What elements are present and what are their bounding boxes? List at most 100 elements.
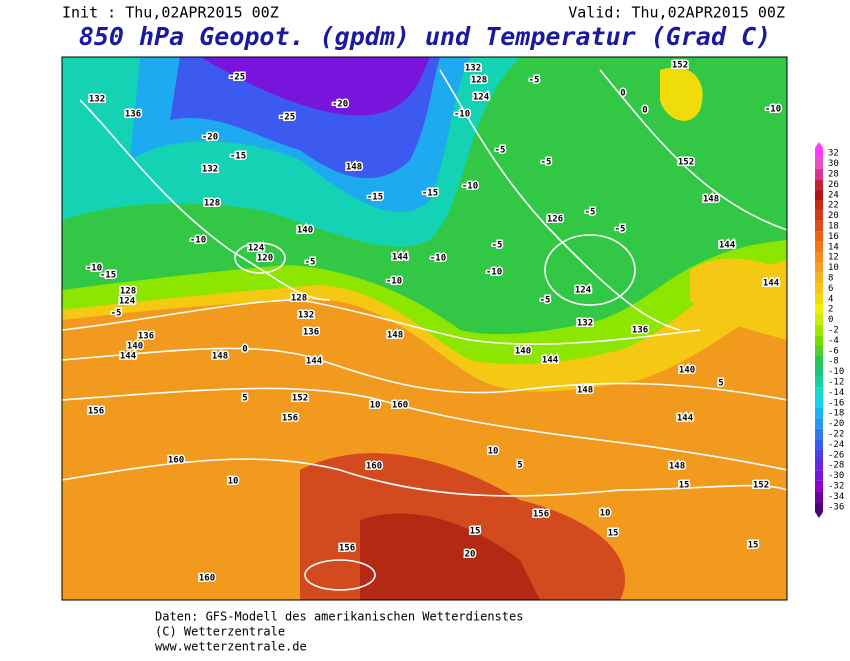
contour-label: 124 [575,286,592,296]
colorbar-label: 6 [828,284,833,294]
colorbar-label: -30 [828,471,844,481]
contour-label: 160 [392,401,408,411]
contour-label: 136 [125,110,141,120]
contour-label: -5 [585,208,596,218]
colorbar-swatch [815,397,823,408]
contour-label: -5 [540,296,551,306]
colorbar-top-arrow [815,142,823,148]
colorbar-swatch [815,460,823,471]
colorbar-swatch [815,335,823,346]
contour-label: 128 [291,294,307,304]
contour-label: 140 [127,342,143,352]
colorbar-swatch [815,345,823,356]
contour-label: 0 [242,345,247,355]
colorbar-label: -16 [828,398,844,408]
colorbar-label: 4 [828,294,833,304]
contour-label: 148 [212,352,228,362]
contour-label: -5 [492,241,503,251]
colorbar-swatch [815,220,823,232]
colorbar-swatch [815,480,823,492]
colorbar-swatch [815,283,823,294]
contour-label: 0 [620,89,625,99]
contour-label: 140 [297,226,313,236]
contour-label: 156 [88,407,104,417]
colorbar-swatch [815,148,823,159]
contour-label: 132 [577,319,593,329]
colorbar-label: -6 [828,346,839,356]
colorbar-swatch [815,210,823,221]
colorbar-label: -2 [828,326,839,336]
contour-label: 152 [672,61,688,71]
contour-label: 144 [306,357,323,367]
contour-label: 148 [669,462,685,472]
colorbar-swatch [815,356,823,367]
contour-label: 10 [370,401,381,411]
map-area [62,57,787,600]
contour-label: 20 [465,550,476,560]
colorbar-swatch [815,189,823,200]
colorbar-swatch [815,304,823,315]
contour-label: 132 [465,64,481,74]
colorbar-label: -18 [828,409,844,419]
colorbar-label: 12 [828,253,839,263]
contour-label: 148 [703,195,719,205]
contour-label: 15 [679,481,690,491]
colorbar-label: 0 [828,315,833,325]
contour-label: 160 [168,456,184,466]
colorbar-label: 20 [828,211,839,221]
colorbar-swatch [815,272,823,284]
contour-label: -20 [332,100,348,110]
valid-time: Valid: Thu,02APR2015 00Z [568,4,785,22]
contour-label: 152 [678,158,694,168]
colorbar-label: -12 [828,378,844,388]
init-time: Init : Thu,02APR2015 00Z [62,4,279,22]
contour-label: -5 [111,309,122,319]
contour-label: 124 [119,297,136,307]
contour-label: 0 [642,106,647,116]
contour-label: 144 [392,253,409,263]
colorbar-swatch [815,231,823,242]
contour-label: 120 [257,254,273,264]
colorbar-label: 30 [828,159,839,169]
colorbar-swatch [815,158,823,169]
contour-label: -10 [430,254,446,264]
contour-label: 152 [753,481,769,491]
contour-label: -10 [386,277,402,287]
footer-copyright: (C) Wetterzentrale [155,625,285,639]
contour-label: 136 [138,332,154,342]
colorbar-swatch [815,200,823,211]
contour-label: 144 [677,414,694,424]
contour-label: -5 [529,76,540,86]
contour-label: 132 [89,95,105,105]
contour-label: 5 [242,394,247,404]
colorbar-swatch [815,262,823,273]
contour-label: 140 [515,347,531,357]
contour-label: -20 [202,133,218,143]
contour-label: -10 [454,110,470,120]
contour-label: 144 [719,241,736,251]
contour-label: -15 [230,152,246,162]
colorbar-swatch [815,376,823,388]
contour-label: 148 [346,163,362,173]
contour-label: -5 [615,225,626,235]
contour-label: -10 [486,268,502,278]
contour-label: 136 [303,328,319,338]
contour-label: 5 [517,461,522,471]
contour-label: 148 [577,386,593,396]
colorbar-swatch [815,366,823,377]
colorbar-swatch [815,491,823,502]
colorbar-swatch [815,387,823,398]
colorbar-swatch [815,408,823,419]
contour-label: 126 [547,215,563,225]
colorbar-label: -4 [828,336,839,346]
colorbar-label: -14 [828,388,844,398]
contour-label: 15 [470,527,481,537]
contour-label: 132 [298,311,314,321]
contour-label: 124 [473,93,490,103]
colorbar-label: -8 [828,357,839,367]
contour-label: -10 [86,264,102,274]
colorbar-label: 14 [828,242,839,252]
colorbar-label: -22 [828,430,844,440]
colorbar-label: -24 [828,440,844,450]
colorbar-swatch [815,501,823,512]
